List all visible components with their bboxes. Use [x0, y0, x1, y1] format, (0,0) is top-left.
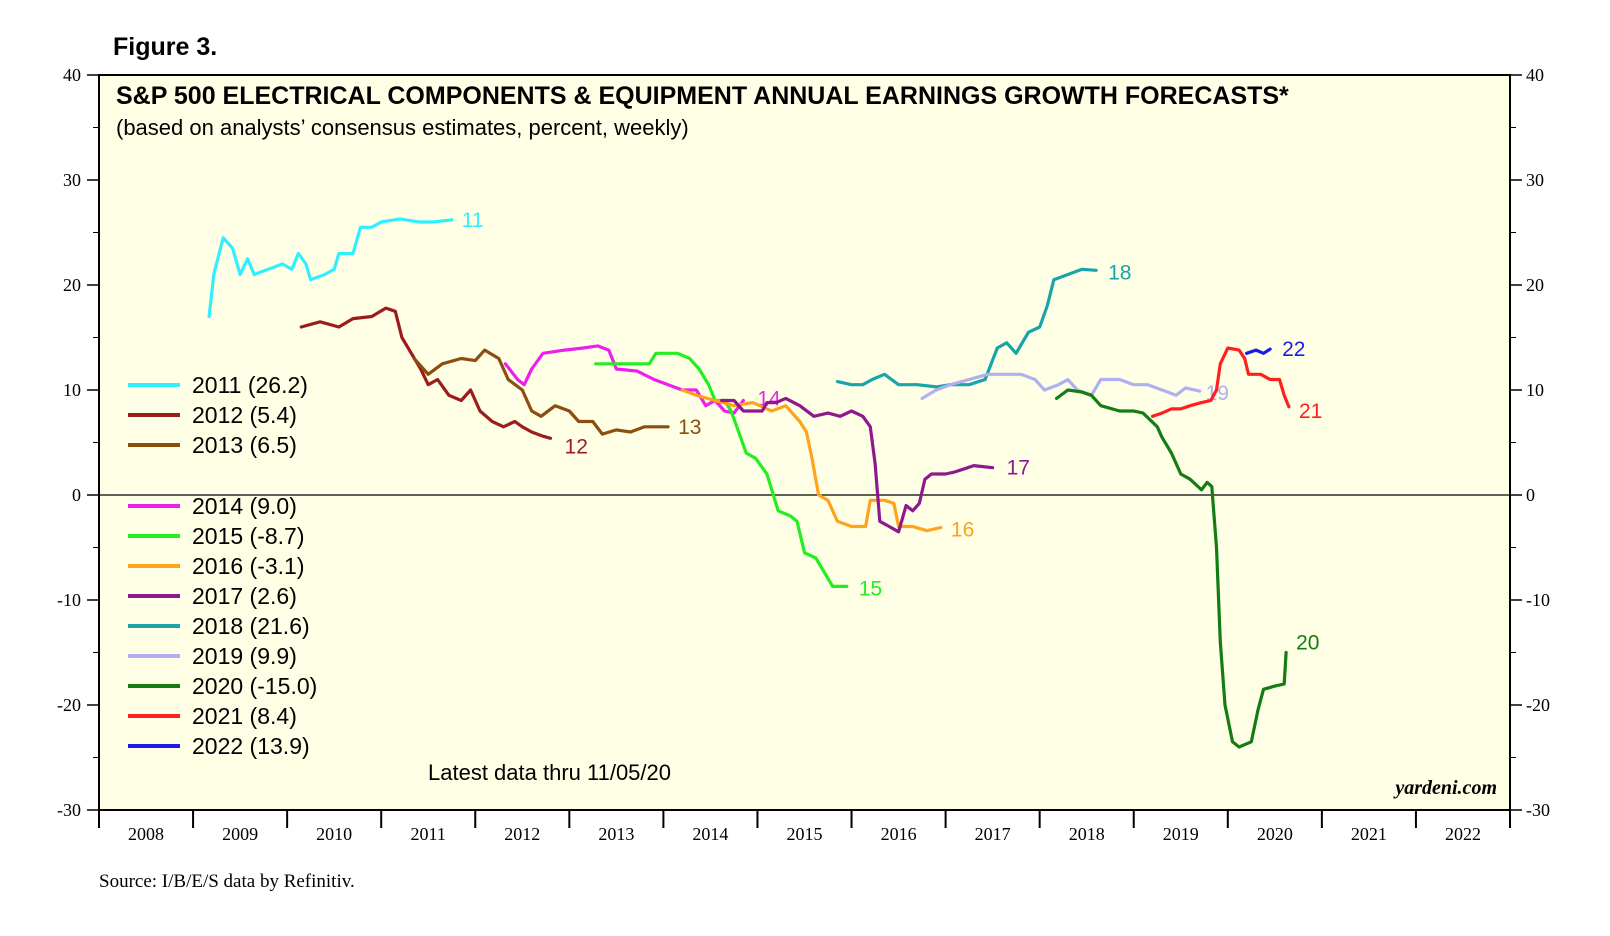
x-tick-label: 2009 [222, 824, 258, 844]
series-end-label-2014: 14 [757, 388, 781, 411]
legend-label-2012: 2012 (5.4) [192, 402, 297, 428]
y-tick-label-left: -30 [57, 800, 81, 820]
legend-label-2014: 2014 (9.0) [192, 493, 297, 519]
y-tick-label-right: 10 [1526, 380, 1544, 400]
x-tick-label: 2011 [411, 824, 446, 844]
legend-label-2021: 2021 (8.4) [192, 703, 297, 729]
y-tick-label-right: -30 [1526, 800, 1550, 820]
y-tick-label-right: 40 [1526, 65, 1544, 85]
series-end-label-2016: 16 [951, 519, 974, 542]
y-tick-label-left: 20 [63, 275, 81, 295]
y-tick-label-right: -20 [1526, 695, 1550, 715]
series-line-2020 [1055, 388, 1288, 749]
series-end-label-2015: 15 [859, 577, 882, 600]
y-tick-label-right: 30 [1526, 170, 1544, 190]
y-tick-label-left: 10 [63, 380, 81, 400]
y-tick-label-right: -10 [1526, 590, 1550, 610]
x-tick-label: 2008 [128, 824, 164, 844]
x-tick-label: 2013 [598, 824, 634, 844]
x-tick-label: 2020 [1257, 824, 1293, 844]
x-tick-label: 2015 [787, 824, 823, 844]
x-tick-label: 2016 [881, 824, 917, 844]
series-line-2015 [594, 351, 849, 588]
y-tick-label-left: 40 [63, 65, 81, 85]
series-line-2018 [835, 267, 1098, 389]
chart-title: S&P 500 ELECTRICAL COMPONENTS & EQUIPMEN… [116, 82, 1289, 110]
x-tick-label: 2018 [1069, 824, 1105, 844]
plot-area [98, 74, 1511, 811]
series-line-2019 [920, 372, 1202, 400]
legend-label-2018: 2018 (21.6) [192, 613, 310, 639]
y-tick-label-left: 0 [72, 485, 81, 505]
series-end-label-2020: 20 [1296, 632, 1319, 655]
chart-subtitle: (based on analysts’ consensus estimates,… [116, 115, 689, 140]
latest-data-note: Latest data thru 11/05/20 [428, 760, 671, 785]
series-end-label-2022: 22 [1282, 338, 1305, 361]
legend-label-2022: 2022 (13.9) [192, 733, 310, 759]
series-line-2017 [720, 396, 995, 534]
x-tick-label: 2012 [504, 824, 540, 844]
series-end-label-2011: 11 [462, 209, 484, 232]
y-tick-label-right: 0 [1526, 485, 1535, 505]
legend-label-2017: 2017 (2.6) [192, 583, 297, 609]
legend-label-2019: 2019 (9.9) [192, 643, 297, 669]
legend-label-2020: 2020 (-15.0) [192, 673, 317, 699]
series-end-label-2012: 12 [565, 435, 588, 458]
y-tick-label-left: 30 [63, 170, 81, 190]
x-tick-label: 2021 [1351, 824, 1387, 844]
brand-watermark: yardeni.com [1393, 777, 1497, 799]
legend-label-2016: 2016 (-3.1) [192, 553, 305, 579]
x-tick-label: 2019 [1163, 824, 1199, 844]
y-tick-label-left: -20 [57, 695, 81, 715]
figure-label: Figure 3. [113, 33, 217, 61]
series-end-label-2018: 18 [1108, 261, 1131, 284]
source-note: Source: I/B/E/S data by Refinitiv. [99, 871, 355, 892]
y-tick-label-right: 20 [1526, 275, 1544, 295]
legend-label-2015: 2015 (-8.7) [192, 523, 305, 549]
x-tick-label: 2014 [692, 824, 728, 844]
y-tick-label-left: -10 [57, 590, 81, 610]
series-line-2012 [299, 306, 553, 440]
x-tick-label: 2017 [975, 824, 1011, 844]
legend-label-2013: 2013 (6.5) [192, 432, 297, 458]
x-tick-label: 2022 [1445, 824, 1481, 844]
series-end-label-2017: 17 [1007, 457, 1030, 480]
series-line-2011 [207, 217, 454, 319]
series-line-2013 [412, 348, 670, 436]
x-tick-label: 2010 [316, 824, 352, 844]
series-line-2022 [1245, 347, 1272, 355]
series-end-label-2013: 13 [678, 416, 701, 439]
legend: 2011 (26.2) 2012 (5.4) 2013 (6.5) 2014 (9.0… [128, 372, 317, 759]
series-line-2016 [680, 388, 943, 533]
series-end-label-2021: 21 [1299, 400, 1322, 423]
legend-label-2011: 2011 (26.2) [192, 372, 308, 398]
series-line-2021 [1150, 346, 1291, 418]
